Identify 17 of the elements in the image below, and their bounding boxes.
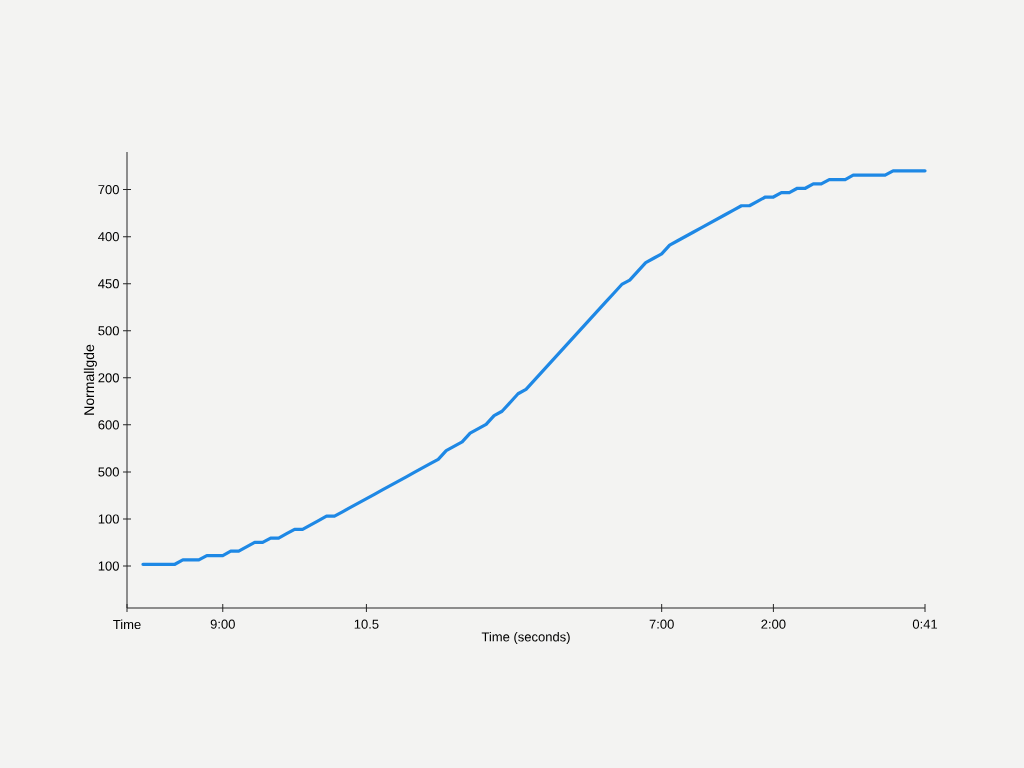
x-tick-label: 7:00	[649, 619, 674, 629]
y-axis-title: Normallgde	[83, 344, 97, 415]
x-tick-label: 10.5	[354, 619, 379, 629]
x-tick-label: 9:00	[210, 619, 235, 629]
text: 100	[98, 561, 119, 571]
x-tick-label: Time	[113, 619, 141, 630]
text: 500	[98, 326, 119, 336]
x-tick-label: 2:00	[761, 619, 786, 629]
x-axis-title: Time (seconds)	[481, 631, 570, 645]
text: 450	[98, 279, 119, 289]
text: 500	[98, 467, 119, 477]
text: 200	[98, 373, 119, 383]
text: 100	[98, 514, 119, 524]
text: 600	[98, 420, 119, 430]
x-tick-label: 0:41	[912, 619, 938, 629]
text: 400	[98, 232, 119, 242]
text: 700	[98, 184, 119, 195]
